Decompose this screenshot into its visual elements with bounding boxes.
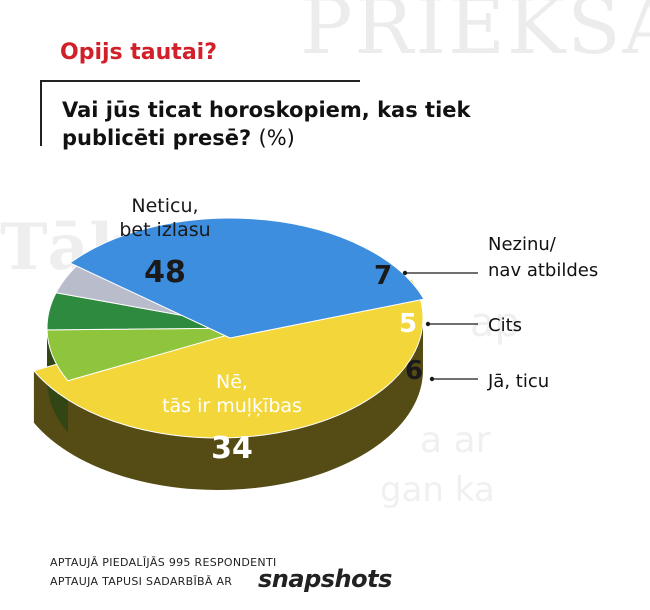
slice-outside-label: nav atbildes xyxy=(488,260,598,281)
slice-label: bet izlasu xyxy=(119,219,210,241)
slice-label: Neticu, xyxy=(131,195,198,217)
header-rule xyxy=(40,80,360,82)
footer-respondents: APTAUJĀ PIEDALĪJĀS 995 RESPONDENTI xyxy=(50,556,277,569)
slice-label: tās ir muļķības xyxy=(162,395,302,417)
slice-outside-label: Nezinu/ xyxy=(488,234,557,255)
footer-partner: APTAUJA TAPUSI SADARBĪBĀ AR xyxy=(50,575,233,588)
slice-value: 6 xyxy=(405,356,423,386)
leader-dot xyxy=(402,270,408,276)
slice-outside-label: Jā, ticu xyxy=(487,371,549,392)
leader-dot xyxy=(425,321,431,327)
slice-value: 7 xyxy=(374,261,392,291)
slice-outside-label: Cits xyxy=(488,315,522,336)
leader-dot xyxy=(429,376,435,382)
slice-label: Nē, xyxy=(216,371,248,393)
pie-slice-side xyxy=(33,318,423,490)
kicker-title: Opijs tautai? xyxy=(60,40,217,65)
snapshots-logo: snapshots xyxy=(258,565,392,593)
question-text: Vai jūs ticat horoskopiem, kas tiek publ… xyxy=(62,98,471,150)
header-vertical-rule xyxy=(40,80,42,146)
chart-question: Vai jūs ticat horoskopiem, kas tiek publ… xyxy=(62,96,492,152)
pie-slice xyxy=(69,217,425,339)
slice-value: 34 xyxy=(211,431,253,466)
slice-value: 48 xyxy=(144,255,186,290)
question-unit: (%) xyxy=(258,126,295,150)
slice-value: 5 xyxy=(399,309,417,339)
pie-slices xyxy=(33,217,425,439)
